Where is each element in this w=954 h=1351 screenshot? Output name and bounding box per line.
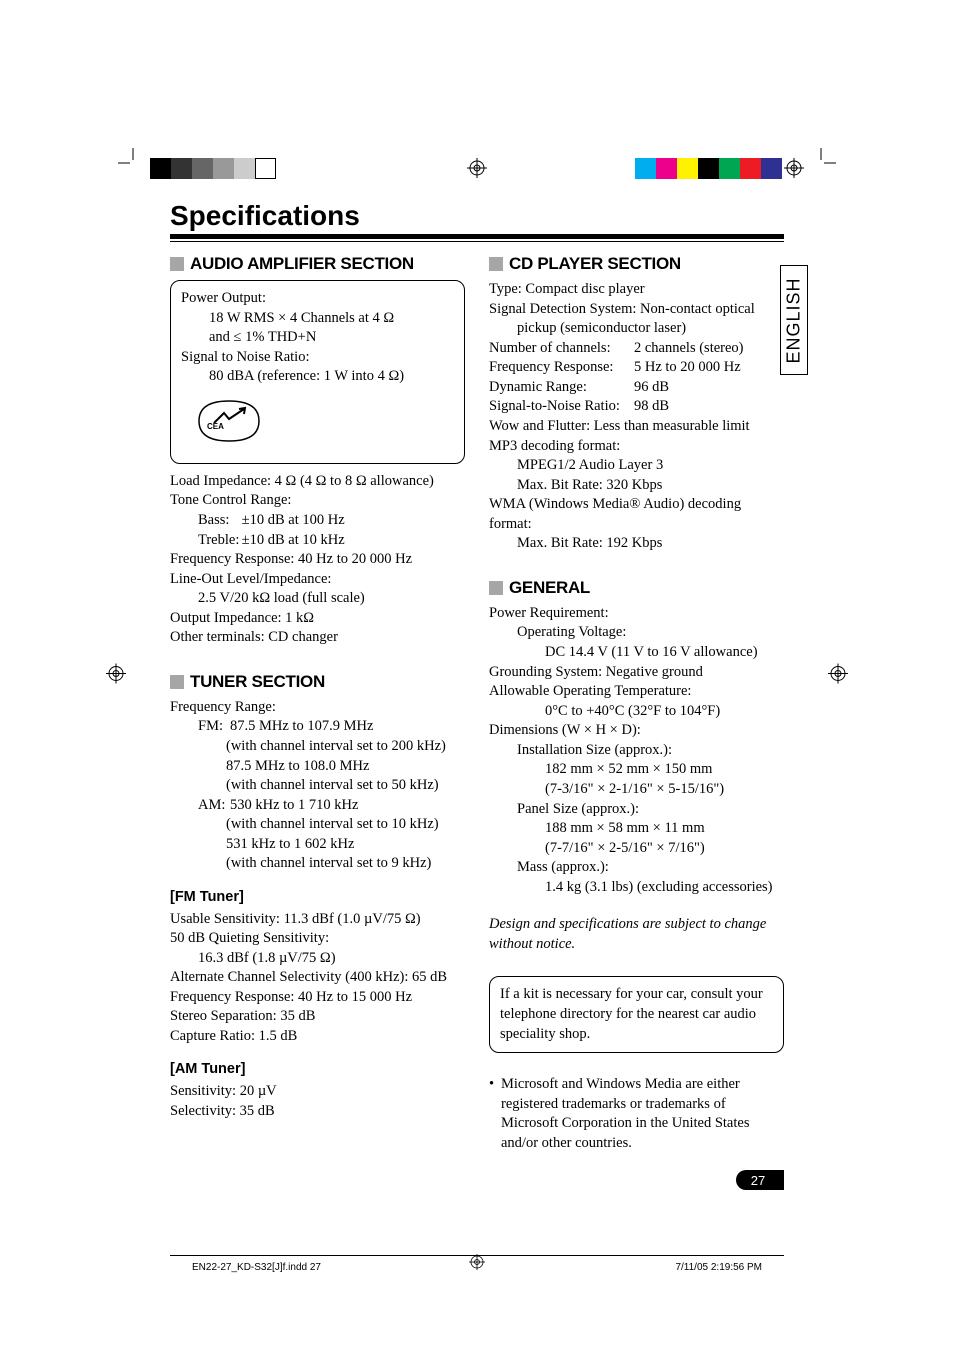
spec-line: Dynamic Range:96 dB bbox=[489, 378, 784, 398]
cd-section-heading: CD PLAYER SECTION bbox=[489, 254, 784, 274]
spec-line: 182 mm × 52 mm × 150 mm bbox=[489, 760, 784, 780]
spec-line: Grounding System: Negative ground bbox=[489, 663, 784, 683]
registration-mark-icon bbox=[784, 158, 804, 183]
spec-line: Load Impedance: 4 Ω (4 Ω to 8 Ω allowanc… bbox=[170, 472, 465, 492]
spec-line: FM:87.5 MHz to 107.9 MHz bbox=[170, 717, 465, 737]
spec-line: 87.5 MHz to 108.0 MHz bbox=[170, 757, 465, 777]
spec-line: Other terminals: CD changer bbox=[170, 628, 465, 648]
tuner-section-heading: TUNER SECTION bbox=[170, 672, 465, 692]
spec-line: Allowable Operating Temperature: bbox=[489, 682, 784, 702]
footer-filename: EN22-27_KD-S32[J]f.indd 27 bbox=[192, 1262, 321, 1273]
spec-line: Max. Bit Rate: 192 Kbps bbox=[489, 534, 784, 554]
kit-note-box: If a kit is necessary for your car, cons… bbox=[489, 976, 784, 1053]
crop-marks bbox=[118, 148, 148, 178]
spec-line: Frequency Response:5 Hz to 20 000 Hz bbox=[489, 358, 784, 378]
spec-line: Power Requirement: bbox=[489, 604, 784, 624]
spec-line: Capture Ratio: 1.5 dB bbox=[170, 1027, 465, 1047]
page-title: Specifications bbox=[170, 200, 784, 232]
spec-line: Signal-to-Noise Ratio:98 dB bbox=[489, 397, 784, 417]
spec-line: Stereo Separation: 35 dB bbox=[170, 1007, 465, 1027]
page-number: 27 bbox=[736, 1170, 784, 1190]
fm-tuner-heading: [FM Tuner] bbox=[170, 888, 465, 908]
svg-text:CEA: CEA bbox=[207, 422, 224, 431]
spec-line: Dimensions (W × H × D): bbox=[489, 721, 784, 741]
spec-line: pickup (semiconductor laser) bbox=[489, 319, 784, 339]
spec-line: Selectivity: 35 dB bbox=[170, 1102, 465, 1122]
spec-line: MP3 decoding format: bbox=[489, 437, 784, 457]
spec-line: AM:530 kHz to 1 710 kHz bbox=[170, 796, 465, 816]
spec-line: Number of channels:2 channels (stereo) bbox=[489, 339, 784, 359]
spec-line: Wow and Flutter: Less than measurable li… bbox=[489, 417, 784, 437]
left-column: AUDIO AMPLIFIER SECTION Power Output: 18… bbox=[170, 254, 465, 1153]
spec-line: Alternate Channel Selectivity (400 kHz):… bbox=[170, 968, 465, 988]
spec-line: 188 mm × 58 mm × 11 mm bbox=[489, 819, 784, 839]
general-specs: Power Requirement: Operating Voltage: DC… bbox=[489, 604, 784, 897]
right-column: CD PLAYER SECTION Type: Compact disc pla… bbox=[489, 254, 784, 1153]
amp-box-line: 80 dBA (reference: 1 W into 4 Ω) bbox=[181, 367, 454, 387]
amp-box-line: and ≤ 1% THD+N bbox=[181, 328, 454, 348]
registration-mark-icon bbox=[469, 1254, 485, 1275]
title-rule bbox=[170, 234, 784, 242]
spec-line: (with channel interval set to 200 kHz) bbox=[170, 737, 465, 757]
footer-timestamp: 7/11/05 2:19:56 PM bbox=[675, 1262, 762, 1273]
spec-line: (with channel interval set to 9 kHz) bbox=[170, 854, 465, 874]
tuner-specs: Frequency Range: FM:87.5 MHz to 107.9 MH… bbox=[170, 698, 465, 1121]
spec-line: Mass (approx.): bbox=[489, 858, 784, 878]
spec-line: (with channel interval set to 50 kHz) bbox=[170, 776, 465, 796]
spec-line: 50 dB Quieting Sensitivity: bbox=[170, 929, 465, 949]
spec-line: DC 14.4 V (11 V to 16 V allowance) bbox=[489, 643, 784, 663]
spec-line: 531 kHz to 1 602 kHz bbox=[170, 835, 465, 855]
crop-marks bbox=[806, 148, 836, 178]
spec-line: 16.3 dBf (1.8 µV/75 Ω) bbox=[170, 949, 465, 969]
spec-line: Line-Out Level/Impedance: bbox=[170, 570, 465, 590]
spec-line: WMA (Windows Media® Audio) decoding form… bbox=[489, 495, 784, 534]
spec-line: Output Impedance: 1 kΩ bbox=[170, 609, 465, 629]
cd-specs: Type: Compact disc player Signal Detecti… bbox=[489, 280, 784, 554]
spec-line: 0°C to +40°C (32°F to 104°F) bbox=[489, 702, 784, 722]
am-tuner-heading: [AM Tuner] bbox=[170, 1060, 465, 1080]
design-note: Design and specifications are subject to… bbox=[489, 915, 784, 954]
spec-line: Type: Compact disc player bbox=[489, 280, 784, 300]
spec-line: (7-7/16" × 2-5/16" × 7/16") bbox=[489, 839, 784, 859]
registration-mark-icon bbox=[106, 663, 126, 688]
amp-box-line: 18 W RMS × 4 Channels at 4 Ω bbox=[181, 309, 454, 329]
general-section-heading: GENERAL bbox=[489, 578, 784, 598]
trademark-note: Microsoft and Windows Media are either r… bbox=[489, 1075, 784, 1153]
spec-line: 2.5 V/20 kΩ load (full scale) bbox=[170, 589, 465, 609]
spec-line: Panel Size (approx.): bbox=[489, 800, 784, 820]
spec-line: Frequency Response: 40 Hz to 20 000 Hz bbox=[170, 550, 465, 570]
amp-specs: Load Impedance: 4 Ω (4 Ω to 8 Ω allowanc… bbox=[170, 472, 465, 648]
spec-line: (with channel interval set to 10 kHz) bbox=[170, 815, 465, 835]
amp-section-heading: AUDIO AMPLIFIER SECTION bbox=[170, 254, 465, 274]
language-tab: ENGLISH bbox=[780, 265, 808, 375]
grayscale-color-bar bbox=[150, 158, 276, 179]
spec-line: Max. Bit Rate: 320 Kbps bbox=[489, 476, 784, 496]
amp-box-line: Signal to Noise Ratio: bbox=[181, 348, 454, 368]
spec-line: Installation Size (approx.): bbox=[489, 741, 784, 761]
spec-line: Usable Sensitivity: 11.3 dBf (1.0 µV/75 … bbox=[170, 910, 465, 930]
spec-line: Frequency Response: 40 Hz to 15 000 Hz bbox=[170, 988, 465, 1008]
registration-mark-icon bbox=[828, 663, 848, 688]
registration-mark-icon bbox=[467, 158, 487, 183]
spec-line: (7-3/16" × 2-1/16" × 5-15/16") bbox=[489, 780, 784, 800]
spec-line: Frequency Range: bbox=[170, 698, 465, 718]
spec-line: Treble: ±10 dB at 10 kHz bbox=[170, 531, 465, 551]
spec-line: Signal Detection System: Non-contact opt… bbox=[489, 300, 784, 320]
amp-power-box: Power Output: 18 W RMS × 4 Channels at 4… bbox=[170, 280, 465, 464]
spec-line: MPEG1/2 Audio Layer 3 bbox=[489, 456, 784, 476]
spec-line: 1.4 kg (3.1 lbs) (excluding accessories) bbox=[489, 878, 784, 898]
spec-line: Sensitivity: 20 µV bbox=[170, 1082, 465, 1102]
spec-line: Bass: ±10 dB at 100 Hz bbox=[170, 511, 465, 531]
spec-line: Tone Control Range: bbox=[170, 491, 465, 511]
cea-badge-icon: CEA bbox=[189, 391, 269, 451]
language-label: ENGLISH bbox=[784, 277, 805, 363]
spec-line: Operating Voltage: bbox=[489, 623, 784, 643]
page-number-value: 27 bbox=[751, 1173, 765, 1188]
amp-box-line: Power Output: bbox=[181, 289, 454, 309]
cmyk-color-bar bbox=[635, 158, 782, 179]
page-content: Specifications ENGLISH AUDIO AMPLIFIER S… bbox=[170, 200, 784, 1190]
